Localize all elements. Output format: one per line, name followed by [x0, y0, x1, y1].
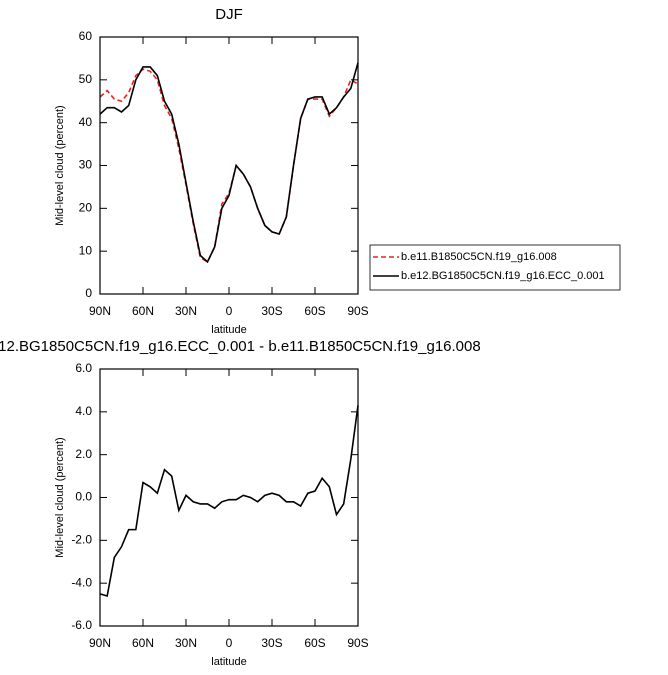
- x-tick-label: 30N: [175, 636, 197, 650]
- x-tick-label: 60N: [132, 304, 154, 318]
- y-tick-label: 20: [79, 201, 93, 215]
- x-tick-label: 60S: [304, 636, 325, 650]
- y-tick-label: 2.0: [75, 447, 92, 461]
- x-tick-label: 0: [226, 304, 233, 318]
- x-tick-label: 90N: [89, 636, 111, 650]
- chart-title: b.e12.BG1850C5CN.f19_g16.ECC_0.001 - b.e…: [0, 338, 481, 355]
- y-tick-label: 4.0: [75, 404, 92, 418]
- x-axis-label: latitude: [211, 324, 246, 336]
- x-tick-label: 90N: [89, 304, 111, 318]
- legend-box: [369, 244, 621, 291]
- y-tick-label: 10: [79, 243, 93, 257]
- x-tick-label: 90S: [347, 636, 368, 650]
- x-tick-label: 90S: [347, 304, 368, 318]
- data-line: [99, 68, 359, 264]
- y-tick-label: -2.0: [71, 533, 92, 547]
- x-tick-label: 30N: [175, 304, 197, 318]
- legend-label: b.e11.B1850C5CN.f19_g16.008: [401, 251, 557, 263]
- y-tick-label: 50: [79, 72, 93, 86]
- y-tick-label: -6.0: [71, 618, 92, 632]
- data-line: [99, 62, 359, 264]
- chart-title: DJF: [215, 6, 243, 23]
- x-tick-label: 0: [226, 636, 233, 650]
- x-tick-label: 60N: [132, 636, 154, 650]
- y-tick-label: 60: [79, 29, 93, 43]
- x-tick-label: 60S: [304, 304, 325, 318]
- y-tick-label: 6.0: [75, 361, 92, 375]
- legend-label: b.e12.BG1850C5CN.f19_g16.ECC_0.001: [401, 270, 605, 282]
- y-tick-label: 40: [79, 115, 93, 129]
- y-tick-label: 0: [85, 286, 92, 300]
- x-axis-label: latitude: [211, 656, 246, 668]
- y-tick-label: -4.0: [71, 575, 92, 589]
- data-line: [99, 405, 359, 598]
- y-tick-label: 30: [79, 158, 93, 172]
- x-tick-label: 30S: [261, 636, 282, 650]
- y-axis-label: Mid-level cloud (percent): [54, 105, 66, 225]
- plot-frame: [99, 36, 359, 295]
- x-tick-label: 30S: [261, 304, 282, 318]
- y-axis-label: Mid-level cloud (percent): [54, 437, 66, 557]
- plot-frame: [99, 368, 359, 627]
- y-tick-label: 0.0: [75, 490, 92, 504]
